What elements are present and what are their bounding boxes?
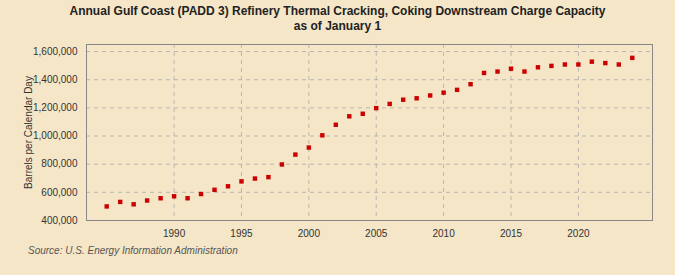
- html-text:Source: U.S. Energy Informatio: Source: U.S. Energy Information Administ…: [28, 245, 238, 256]
- svg-text:1990: 1990: [163, 228, 186, 239]
- svg-text:1995: 1995: [230, 228, 253, 239]
- svg-text:Barrels per Calendar Day: Barrels per Calendar Day: [23, 76, 34, 189]
- svg-text:800,000: 800,000: [41, 158, 78, 169]
- html-text:Annual Gulf Coast (PADD 3) Ref: Annual Gulf Coast (PADD 3) Refinery Ther…: [69, 4, 606, 18]
- svg-text:1,000,000: 1,000,000: [33, 130, 78, 141]
- svg-text:1,400,000: 1,400,000: [33, 74, 78, 85]
- svg-text:1,200,000: 1,200,000: [33, 102, 78, 113]
- svg-text:2005: 2005: [365, 228, 388, 239]
- svg-text:2000: 2000: [298, 228, 321, 239]
- svg-text:2010: 2010: [432, 228, 455, 239]
- svg-text:2020: 2020: [567, 228, 590, 239]
- svg-text:600,000: 600,000: [41, 187, 78, 198]
- svg-text:2015: 2015: [500, 228, 523, 239]
- svg-text:1,600,000: 1,600,000: [33, 46, 78, 57]
- html-text:as of January 1: as of January 1: [293, 19, 382, 33]
- svg-text:400,000: 400,000: [41, 215, 78, 226]
